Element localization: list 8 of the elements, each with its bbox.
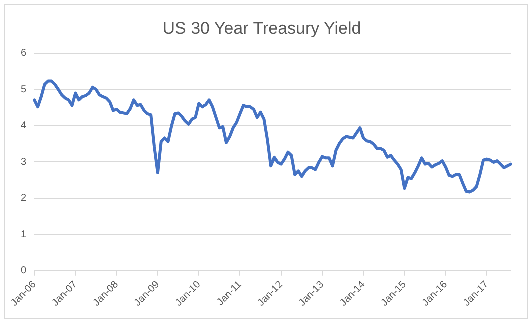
chart-title: US 30 Year Treasury Yield xyxy=(162,18,362,38)
y-tick-label: 0 xyxy=(21,266,27,277)
y-tick-label: 1 xyxy=(21,229,27,240)
y-tick-label: 5 xyxy=(21,84,27,96)
y-tick-label: 4 xyxy=(21,120,27,132)
y-tick-label: 3 xyxy=(21,156,27,168)
y-tick-label: 2 xyxy=(21,193,27,204)
y-tick-label: 6 xyxy=(21,48,27,60)
